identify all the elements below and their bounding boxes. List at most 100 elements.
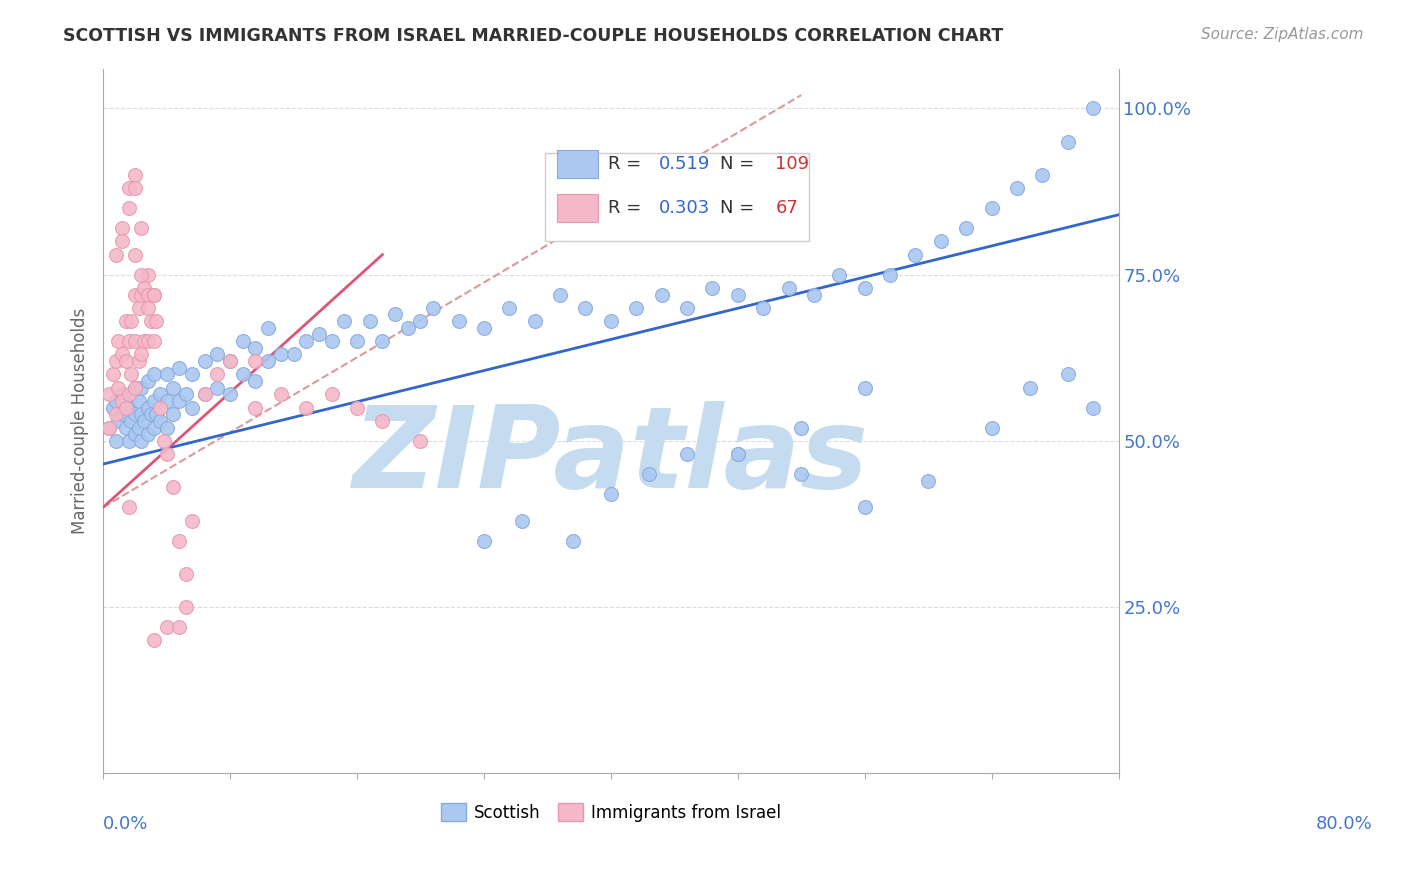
Point — [219, 387, 242, 401]
Point — [472, 320, 495, 334]
Bar — [557, 150, 598, 178]
Point — [107, 381, 129, 395]
Point — [155, 368, 177, 382]
Point — [162, 407, 184, 421]
Point — [232, 368, 254, 382]
Point — [103, 401, 125, 415]
Point — [371, 414, 394, 428]
Point — [778, 281, 800, 295]
Text: 67: 67 — [775, 199, 799, 217]
Point — [142, 334, 165, 348]
Point — [904, 247, 927, 261]
Point — [1031, 168, 1053, 182]
Point — [651, 287, 673, 301]
Point — [181, 514, 204, 528]
Point — [676, 447, 699, 461]
Point — [141, 407, 163, 421]
Point — [853, 381, 876, 395]
Point — [207, 381, 229, 395]
Point — [283, 347, 305, 361]
Point — [194, 354, 217, 368]
Point — [396, 320, 419, 334]
Point — [321, 387, 343, 401]
Point — [107, 414, 129, 428]
Point — [120, 387, 142, 401]
Point — [409, 314, 432, 328]
Point — [111, 347, 134, 361]
Point — [219, 354, 242, 368]
Point — [104, 247, 127, 261]
Point — [129, 434, 152, 448]
Point — [128, 393, 150, 408]
Point — [98, 420, 121, 434]
Point — [346, 401, 368, 415]
Point — [174, 566, 197, 581]
Point — [245, 354, 267, 368]
Point — [219, 354, 242, 368]
Point — [132, 334, 155, 348]
Point — [626, 301, 648, 315]
Point — [120, 314, 142, 328]
Point — [98, 387, 121, 401]
Point — [129, 347, 152, 361]
Point — [245, 341, 267, 355]
Point — [561, 533, 583, 548]
Point — [129, 221, 152, 235]
Point — [384, 308, 406, 322]
Point — [136, 301, 159, 315]
Point — [111, 407, 134, 421]
Text: 0.519: 0.519 — [658, 154, 710, 173]
Point — [129, 381, 152, 395]
Point — [142, 287, 165, 301]
Point — [153, 434, 176, 448]
Point — [117, 401, 139, 415]
Point — [115, 393, 138, 408]
Point — [149, 387, 172, 401]
Point — [142, 368, 165, 382]
Point — [232, 334, 254, 348]
Point — [115, 314, 138, 328]
Point — [803, 287, 825, 301]
Point — [980, 201, 1002, 215]
Point — [409, 434, 432, 448]
Point — [136, 427, 159, 442]
Point — [308, 327, 330, 342]
Point — [270, 347, 292, 361]
Point — [149, 401, 172, 415]
Point — [98, 420, 121, 434]
Point — [599, 487, 621, 501]
Y-axis label: Married-couple Households: Married-couple Households — [72, 308, 89, 534]
Point — [107, 334, 129, 348]
Point — [510, 514, 533, 528]
Legend: Scottish, Immigrants from Israel: Scottish, Immigrants from Israel — [434, 797, 787, 829]
Point — [727, 447, 749, 461]
Point — [638, 467, 661, 481]
Point — [115, 354, 138, 368]
Point — [124, 381, 146, 395]
Point — [120, 368, 142, 382]
Text: R =: R = — [607, 199, 647, 217]
Point — [169, 360, 191, 375]
Point — [472, 533, 495, 548]
Point — [142, 420, 165, 434]
Point — [124, 181, 146, 195]
Point — [257, 320, 280, 334]
Point — [128, 301, 150, 315]
Point — [136, 334, 159, 348]
Point — [548, 287, 571, 301]
Point — [194, 387, 217, 401]
Point — [169, 533, 191, 548]
Point — [115, 420, 138, 434]
Point — [702, 281, 724, 295]
Point — [104, 354, 127, 368]
Point — [136, 401, 159, 415]
Point — [1056, 368, 1078, 382]
Point — [207, 368, 229, 382]
Point — [117, 201, 139, 215]
Point — [257, 354, 280, 368]
Point — [207, 347, 229, 361]
Point — [194, 387, 217, 401]
Point — [790, 420, 813, 434]
Text: 109: 109 — [775, 154, 810, 173]
Point — [117, 500, 139, 515]
